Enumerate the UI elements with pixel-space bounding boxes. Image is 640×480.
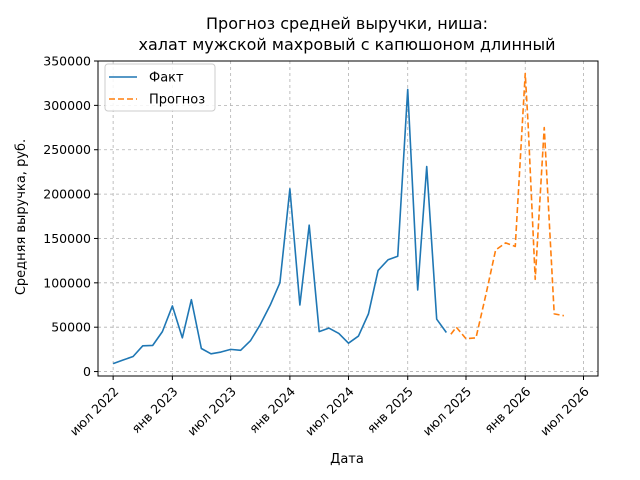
legend-label: Факт [149, 71, 184, 86]
y-tick-label: 300000 [43, 98, 91, 113]
x-tick-label: июл 2023 [184, 384, 239, 439]
x-tick-label: янв 2023 [128, 384, 180, 436]
y-tick-label: 100000 [43, 275, 91, 290]
y-tick-label: 0 [83, 364, 91, 379]
x-tick-label: июл 2025 [420, 384, 475, 439]
y-tick-label: 150000 [43, 231, 91, 246]
x-tick-label: янв 2025 [364, 384, 416, 436]
y-tick-label: 250000 [43, 142, 91, 157]
y-tick-label: 50000 [51, 320, 91, 335]
series-line-fact [112, 88, 448, 365]
legend-label: Прогноз [149, 93, 205, 108]
x-axis-ticks: июл 2022 янв 2023 июл 2023 янв 2024 июл 2024… [67, 376, 592, 438]
y-tick-label: 200000 [43, 187, 91, 202]
x-tick-label: июл 2024 [302, 384, 357, 439]
y-axis-label: Средняя выручка, руб. [14, 139, 29, 295]
y-axis-ticks: 0 50000 100000 150000 200000 250000 300000 3500… [43, 54, 98, 379]
x-tick-label: янв 2024 [246, 384, 298, 436]
series-line-forecast [450, 72, 565, 340]
legend: Факт Прогноз [104, 63, 216, 112]
chart-title-line-2: халат мужской махровый с капюшоном длинн… [139, 35, 556, 54]
chart-title-line-1: Прогноз средней выручки, ниша: [206, 14, 488, 33]
x-tick-label: июл 2026 [537, 384, 592, 439]
chart-title: Прогноз средней выручки, ниша: халат муж… [139, 14, 556, 54]
x-tick-label: янв 2026 [481, 384, 533, 436]
x-tick-label: июл 2022 [67, 384, 122, 439]
x-axis-label: Дата [330, 452, 364, 467]
y-tick-label: 350000 [43, 54, 91, 69]
series-lines [112, 72, 565, 365]
